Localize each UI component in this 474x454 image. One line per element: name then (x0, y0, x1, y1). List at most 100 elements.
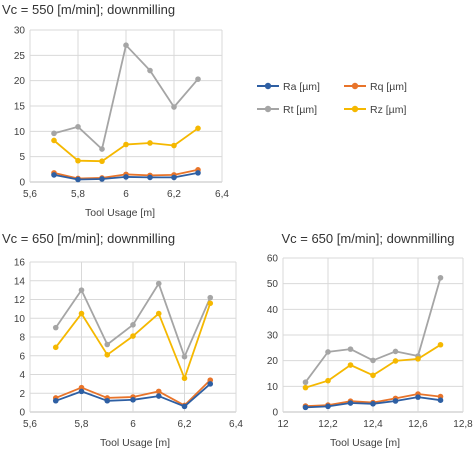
chart-3-x-tick-label: 12,8 (453, 419, 473, 430)
chart-1-y-tick-label: 5 (19, 152, 25, 163)
chart-2-y-tick-label: 8 (19, 333, 25, 344)
chart-3-x-tick-label: 12,2 (318, 419, 338, 430)
chart-1-ra-point (123, 174, 129, 180)
legend-label-rt: Rt [µm] (283, 104, 317, 116)
chart-1-rt-point (99, 146, 105, 152)
legend-item-rt: Rt [µm] (257, 104, 317, 116)
chart-3-rt-point (325, 349, 331, 355)
chart-1-rz-point (75, 157, 81, 164)
chart-2-rz-point (155, 310, 162, 317)
legend-marker-rz (351, 105, 359, 113)
chart-2-y-tick-label: 0 (19, 408, 25, 419)
chart-3-ra-point (437, 397, 444, 403)
chart-1-y-tick-label: 30 (14, 26, 26, 37)
legend-item-rq: Rq [µm] (344, 81, 407, 93)
legend-label-rq: Rq [µm] (370, 81, 407, 93)
chart-3-x-axis-label: Tool Usage [m] (330, 437, 400, 449)
chart-3-y-tick-label: 30 (267, 331, 279, 342)
chart-3-rz-point (415, 356, 421, 362)
chart-1-ra-point (99, 176, 105, 182)
chart-1-ra-point (147, 174, 153, 181)
chart-2-rt-point (207, 294, 214, 301)
chart-1-x-tick-label: 5,8 (71, 189, 85, 200)
chart-1-rz-point (51, 137, 57, 144)
chart-2-ra-point (207, 381, 214, 387)
chart-3-ra-point (370, 400, 376, 407)
chart-1-x-axis-label: Tool Usage [m] (85, 207, 155, 219)
chart-2-x-tick-label: 6,2 (178, 419, 192, 430)
chart-2-x-axis-label: Tool Usage [m] (100, 437, 170, 449)
chart-1-y-tick-label: 15 (14, 102, 26, 113)
chart-3-y-tick-label: 60 (267, 254, 279, 265)
chart-2-y-tick-label: 10 (14, 314, 26, 325)
chart-2-x-tick-label: 6 (130, 419, 136, 430)
chart-2-y-tick-label: 2 (19, 389, 25, 400)
chart-1-ra-point (51, 172, 57, 178)
chart-2-rt-point (52, 324, 59, 331)
chart-3-y-tick-label: 10 (267, 382, 279, 393)
chart-2-rz-point (104, 352, 111, 358)
chart-1-rz-point (195, 125, 201, 132)
chart-2-rz-point (207, 300, 214, 307)
chart-3-rt-point (437, 274, 444, 281)
chart-2-ra-point (155, 393, 162, 399)
chart-1-y-tick-label: 25 (14, 51, 26, 62)
chart-1-x-tick-label: 6,2 (167, 189, 181, 200)
chart-2-y-tick-label: 16 (14, 258, 26, 269)
chart-3-rt-point (302, 379, 309, 386)
chart-3-rt-point (370, 357, 376, 364)
chart-1-rz-point (123, 141, 129, 148)
chart-1-y-tick-label: 20 (14, 76, 26, 87)
legend-marker-ra (264, 82, 272, 90)
chart-1-x-tick-label: 5,6 (23, 189, 37, 200)
chart-3-rz-point (392, 358, 399, 364)
chart-2-rt-point (78, 287, 85, 293)
legend-label-ra: Ra [µm] (283, 81, 320, 93)
chart-1: Vc = 550 [m/min]; downmilling 0 5 10 15 20 25… (2, 2, 229, 219)
chart-1-rt-point (147, 67, 153, 74)
chart-1-ra-point (75, 176, 81, 183)
chart-1-rz-point (147, 140, 153, 146)
chart-2-rz-point (78, 310, 85, 317)
chart-2-ra-point (78, 388, 85, 395)
chart-3-y-tick-label: 20 (267, 356, 279, 367)
chart-3-rz-point (437, 341, 444, 348)
chart-2-rz-point (130, 333, 136, 339)
chart-1-ra-point (171, 174, 177, 181)
chart-3-ra-point (302, 404, 309, 411)
chart-3-ra-point (325, 403, 331, 410)
chart-3-ra-point (415, 394, 421, 400)
chart-2-rt-point (104, 341, 111, 348)
chart-3-x-tick-label: 12,4 (363, 419, 383, 430)
chart-3: Vc = 650 [m/min]; downmilling 0 10 20 30 40 5… (267, 231, 473, 449)
chart-2-rt-point (155, 280, 162, 287)
chart-2-y-tick-label: 4 (19, 370, 25, 381)
chart-1-rt-point (51, 130, 57, 137)
chart-2-y-tick-label: 14 (14, 276, 26, 287)
chart-3-ra-point (347, 400, 354, 406)
chart-3-rz-point (370, 372, 376, 379)
chart-3-rz-point (347, 362, 354, 368)
chart-1-title: Vc = 550 [m/min]; downmilling (2, 2, 175, 17)
chart-2-rz-point (181, 375, 188, 382)
chart-2-x-tick-label: 5,6 (23, 419, 37, 430)
chart-1-y-tick-label: 10 (14, 127, 26, 138)
chart-2-ra-point (104, 397, 111, 404)
chart-2-rt-point (181, 353, 188, 360)
chart-2-y-tick-label: 12 (14, 295, 26, 306)
chart-1-x-tick-label: 6 (123, 189, 129, 200)
chart-2: Vc = 650 [m/min]; downmilling 0 2 4 6 8 10 12 1… (2, 231, 243, 449)
chart-2-title: Vc = 650 [m/min]; downmilling (2, 231, 175, 246)
chart-3-ra-point (392, 398, 399, 404)
chart-3-rt-point (347, 346, 354, 352)
chart-3-rt-point (392, 348, 399, 355)
chart-1-rz-point (171, 142, 177, 149)
legend-marker-rt (264, 105, 272, 113)
chart-2-rt-point (130, 322, 136, 328)
chart-3-rz-point (325, 377, 331, 384)
chart-1-rt-point (171, 104, 177, 110)
chart-2-y-tick-label: 6 (19, 351, 25, 362)
chart-1-y-tick-label: 0 (19, 178, 25, 189)
chart-3-rz-point (302, 384, 309, 391)
